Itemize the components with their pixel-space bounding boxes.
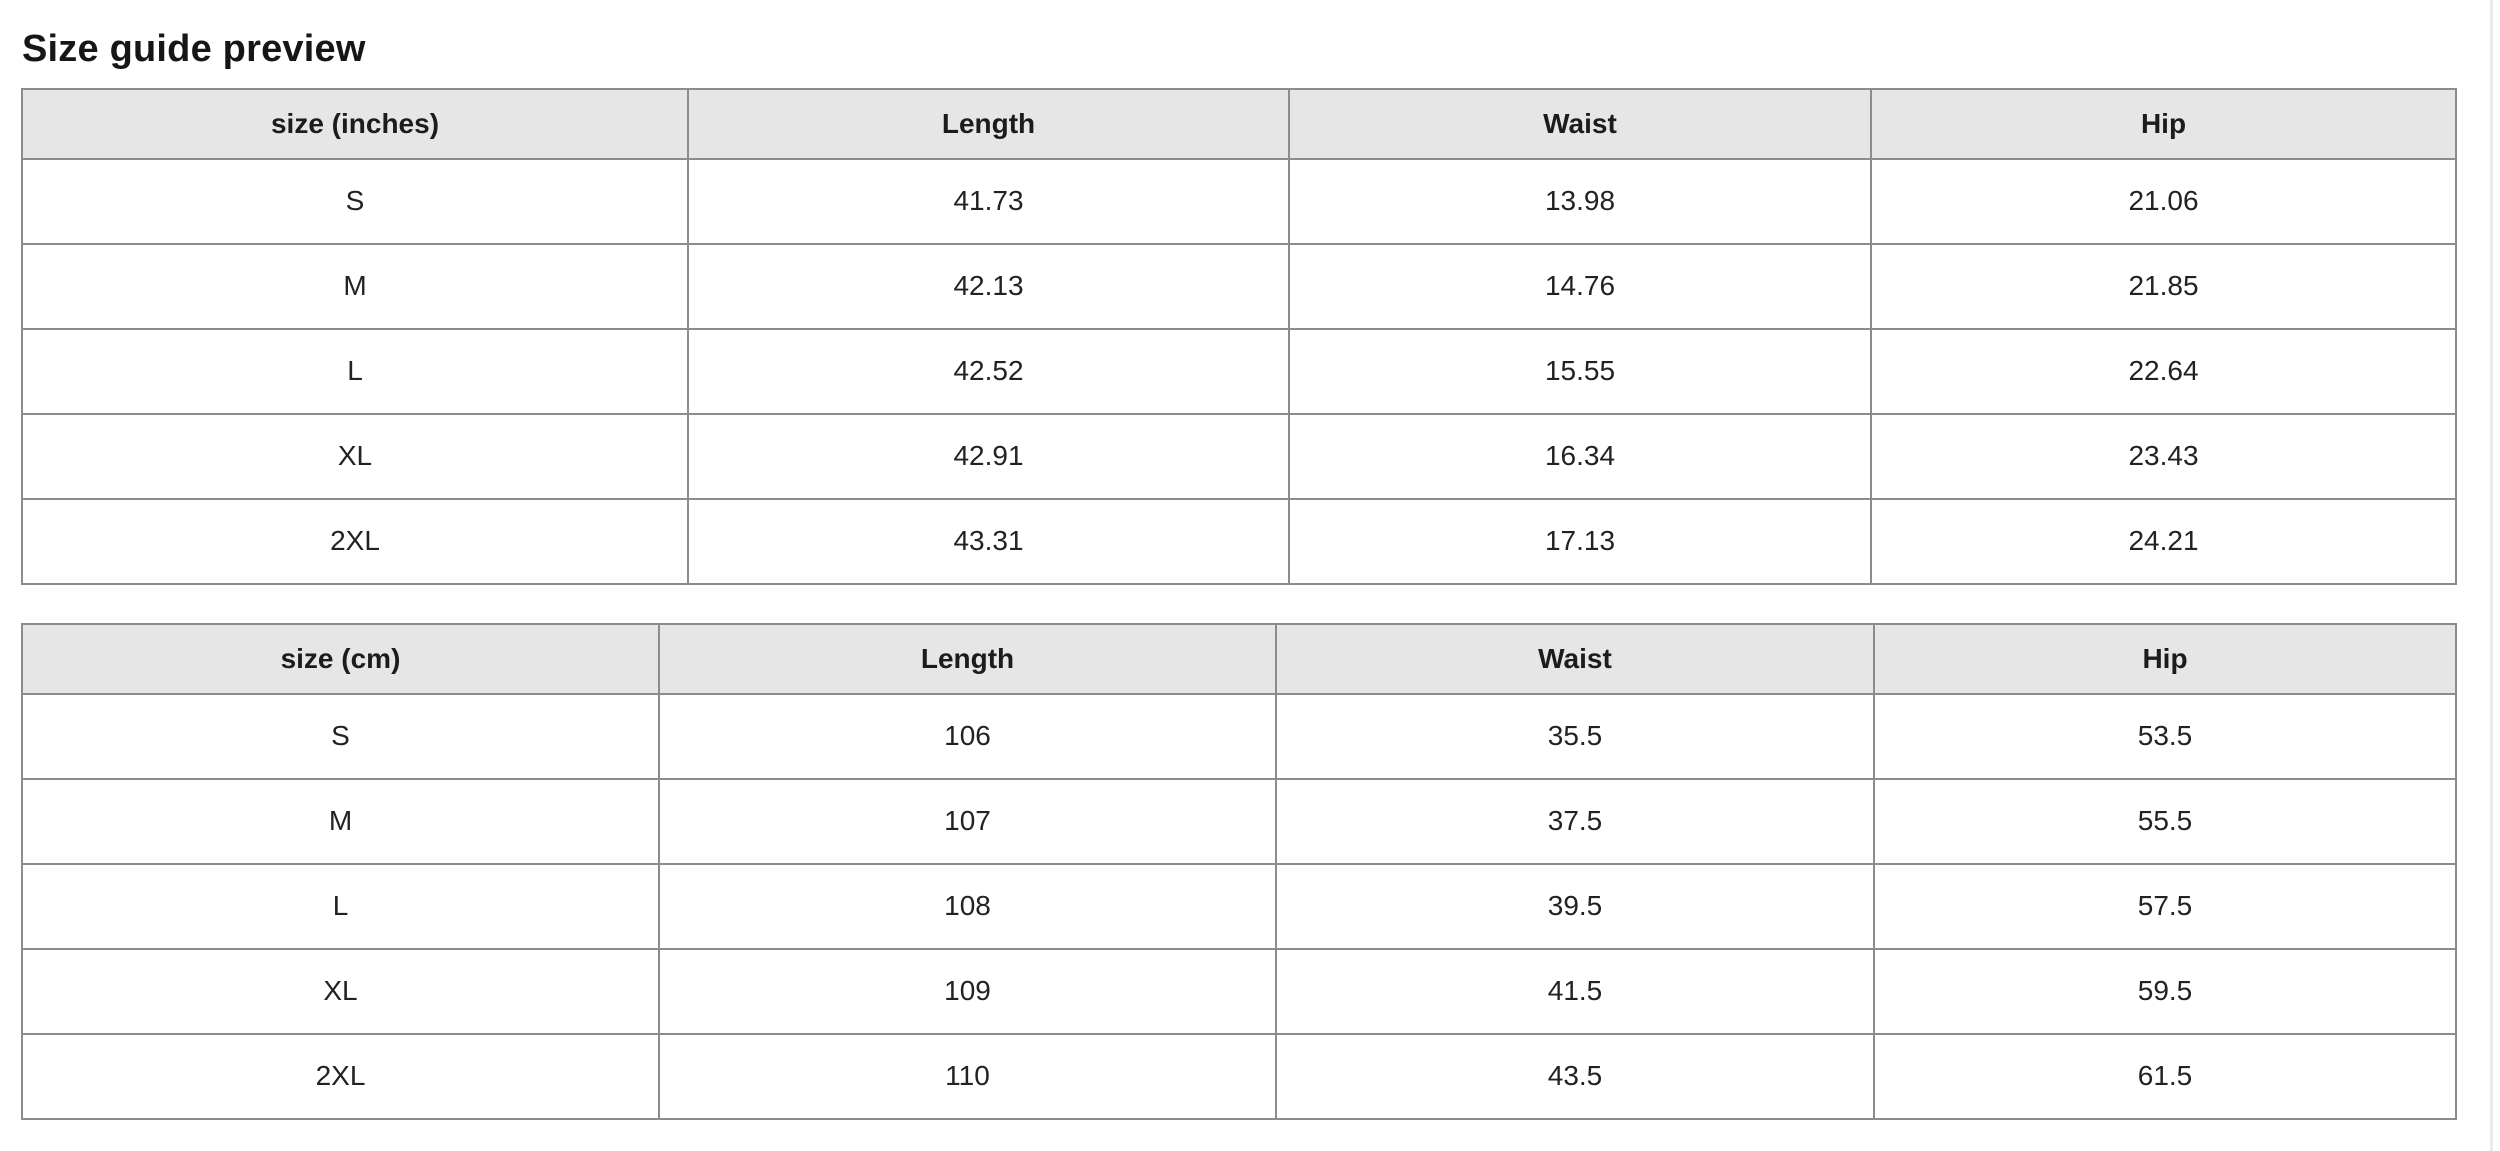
table-row: XL 109 41.5 59.5	[21, 947, 2457, 1035]
hip-value-cell: 59.5	[1873, 947, 2457, 1035]
size-label-cell: XL	[21, 412, 689, 500]
waist-value-cell: 16.34	[1288, 412, 1872, 500]
size-guide-preview-panel: Size guide preview size (inches) Length …	[21, 28, 2500, 1120]
hip-value-cell: 53.5	[1873, 692, 2457, 780]
length-value-cell: 42.52	[687, 327, 1290, 415]
header-hip: Hip	[1873, 622, 2457, 695]
table-row: 2XL 110 43.5 61.5	[21, 1032, 2457, 1120]
waist-value-cell: 43.5	[1275, 1032, 1875, 1120]
size-label-cell: M	[21, 242, 689, 330]
length-value-cell: 109	[658, 947, 1277, 1035]
waist-value-cell: 17.13	[1288, 497, 1872, 585]
hip-value-cell: 57.5	[1873, 862, 2457, 950]
waist-value-cell: 35.5	[1275, 692, 1875, 780]
page-title: Size guide preview	[22, 28, 366, 70]
waist-value-cell: 14.76	[1288, 242, 1872, 330]
table-row: S 41.73 13.98 21.06	[21, 157, 2457, 245]
hip-value-cell: 24.21	[1870, 497, 2457, 585]
hip-value-cell: 21.85	[1870, 242, 2457, 330]
header-waist: Waist	[1288, 87, 1872, 160]
header-size-cm: size (cm)	[21, 622, 660, 695]
table-row: L 108 39.5 57.5	[21, 862, 2457, 950]
length-value-cell: 42.13	[687, 242, 1290, 330]
table-row: M 42.13 14.76 21.85	[21, 242, 2457, 330]
length-value-cell: 41.73	[687, 157, 1290, 245]
header-waist: Waist	[1275, 622, 1875, 695]
length-value-cell: 42.91	[687, 412, 1290, 500]
table-row: M 107 37.5 55.5	[21, 777, 2457, 865]
table-header-row: size (cm) Length Waist Hip	[21, 622, 2457, 695]
waist-value-cell: 39.5	[1275, 862, 1875, 950]
hip-value-cell: 55.5	[1873, 777, 2457, 865]
size-table-inches: size (inches) Length Waist Hip S 41.73 1…	[21, 87, 2457, 585]
size-table-cm: size (cm) Length Waist Hip S 106 35.5 53…	[21, 622, 2457, 1120]
table-row: L 42.52 15.55 22.64	[21, 327, 2457, 415]
length-value-cell: 43.31	[687, 497, 1290, 585]
table-row: XL 42.91 16.34 23.43	[21, 412, 2457, 500]
table-gap	[21, 585, 2500, 623]
length-value-cell: 110	[658, 1032, 1277, 1120]
waist-value-cell: 41.5	[1275, 947, 1875, 1035]
hip-value-cell: 23.43	[1870, 412, 2457, 500]
size-label-cell: S	[21, 157, 689, 245]
table-header-row: size (inches) Length Waist Hip	[21, 87, 2457, 160]
waist-value-cell: 15.55	[1288, 327, 1872, 415]
size-label-cell: L	[21, 327, 689, 415]
scrollbar-track[interactable]	[2490, 0, 2493, 1151]
size-label-cell: M	[21, 777, 660, 865]
size-label-cell: S	[21, 692, 660, 780]
length-value-cell: 106	[658, 692, 1277, 780]
waist-value-cell: 13.98	[1288, 157, 1872, 245]
length-value-cell: 108	[658, 862, 1277, 950]
header-length: Length	[687, 87, 1290, 160]
table-row: 2XL 43.31 17.13 24.21	[21, 497, 2457, 585]
header-length: Length	[658, 622, 1277, 695]
header-size-inches: size (inches)	[21, 87, 689, 160]
size-label-cell: 2XL	[21, 1032, 660, 1120]
size-label-cell: 2XL	[21, 497, 689, 585]
header-hip: Hip	[1870, 87, 2457, 160]
table-row: S 106 35.5 53.5	[21, 692, 2457, 780]
size-label-cell: XL	[21, 947, 660, 1035]
waist-value-cell: 37.5	[1275, 777, 1875, 865]
length-value-cell: 107	[658, 777, 1277, 865]
hip-value-cell: 61.5	[1873, 1032, 2457, 1120]
hip-value-cell: 21.06	[1870, 157, 2457, 245]
hip-value-cell: 22.64	[1870, 327, 2457, 415]
size-label-cell: L	[21, 862, 660, 950]
